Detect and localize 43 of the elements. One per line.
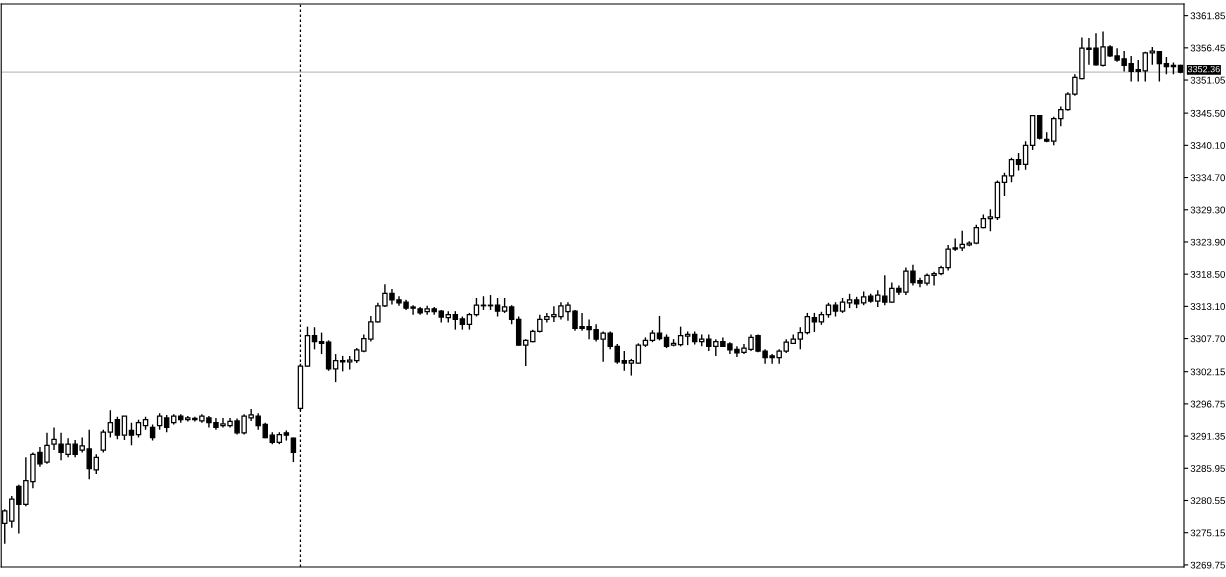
candlestick bbox=[107, 409, 114, 439]
y-tick-label: 3329.30 bbox=[1190, 206, 1226, 214]
candlestick bbox=[121, 415, 128, 441]
y-tick-label: 3291.35 bbox=[1190, 432, 1225, 440]
candlestick bbox=[1022, 140, 1029, 171]
y-tick-label: 3269.75 bbox=[1190, 561, 1225, 569]
candlestick bbox=[621, 350, 628, 372]
candlestick bbox=[1001, 172, 1008, 197]
y-tick-label: 3361.85 bbox=[1190, 12, 1225, 20]
candlestick bbox=[677, 325, 684, 348]
y-tick-label: 3345.50 bbox=[1190, 109, 1226, 117]
y-tick-label: 3313.10 bbox=[1190, 303, 1226, 310]
y-tick-label: 3318.50 bbox=[1190, 270, 1226, 278]
y-tick-label: 3285.95 bbox=[1190, 465, 1225, 472]
candlestick bbox=[318, 331, 325, 355]
y-tick-label: 3323.90 bbox=[1190, 238, 1226, 246]
candlestick bbox=[114, 416, 121, 441]
candlestick bbox=[508, 304, 515, 325]
candlestick bbox=[311, 326, 318, 351]
candlestick bbox=[797, 326, 804, 351]
y-tick-label: 3307.70 bbox=[1190, 335, 1226, 343]
y-tick-label: 3334.70 bbox=[1190, 174, 1226, 182]
candlestick bbox=[452, 310, 459, 331]
y-tick-label: 3296.75 bbox=[1190, 400, 1225, 408]
y-tick-label: 3302.15 bbox=[1190, 368, 1225, 376]
candlestick bbox=[811, 312, 818, 333]
candlestick bbox=[1156, 50, 1163, 83]
y-tick-label: 3340.10 bbox=[1190, 142, 1226, 149]
candlestick bbox=[635, 342, 642, 365]
y-tick-label: 3351.05 bbox=[1190, 76, 1225, 84]
candlestick bbox=[494, 297, 501, 318]
candlestick bbox=[1142, 51, 1149, 83]
candlestick bbox=[128, 421, 135, 447]
candlestick bbox=[332, 353, 339, 383]
candlestick bbox=[987, 208, 994, 232]
y-tick-label: 3280.55 bbox=[1190, 497, 1225, 505]
ref-line-label: 3352.36 bbox=[1187, 65, 1220, 73]
candlestick bbox=[100, 429, 107, 454]
y-tick-label: 3356.45 bbox=[1190, 44, 1225, 52]
y-tick-label: 3275.15 bbox=[1190, 529, 1225, 537]
candlestick bbox=[1008, 157, 1015, 184]
candlestick bbox=[804, 312, 811, 336]
candlestick bbox=[522, 338, 529, 367]
